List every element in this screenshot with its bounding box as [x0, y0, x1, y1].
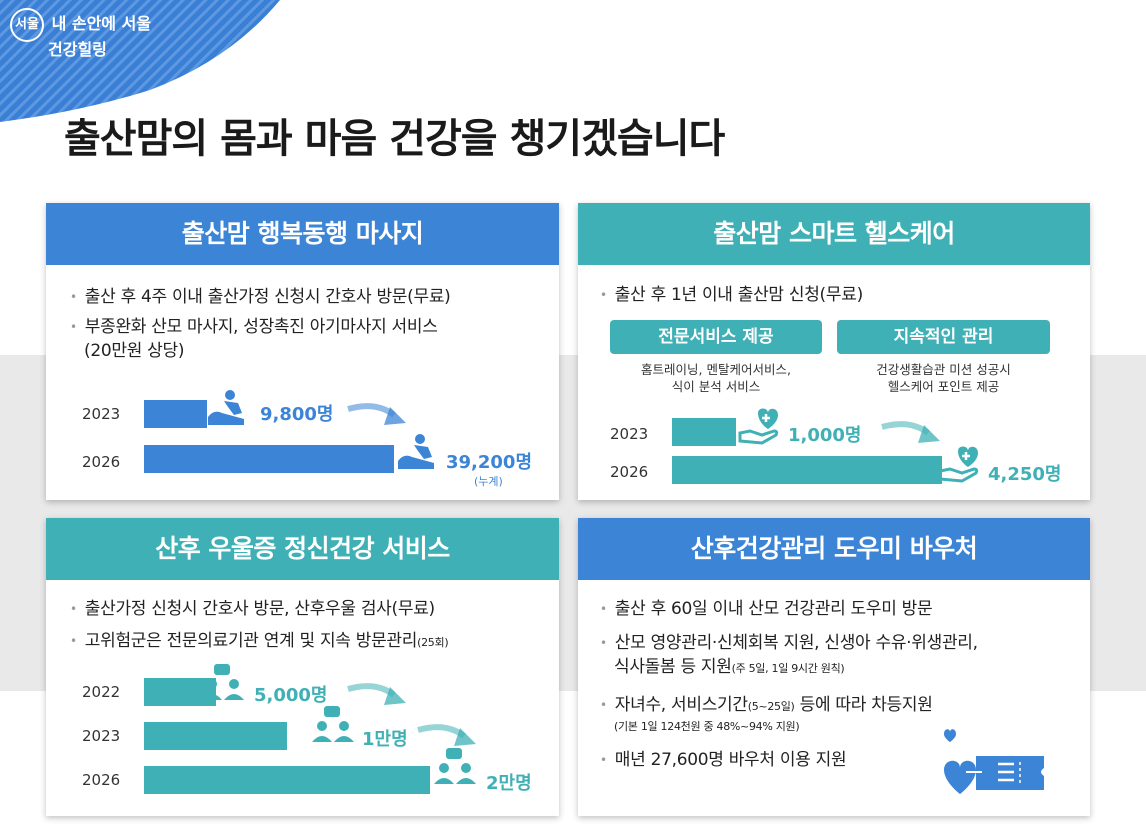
bullet-3-text: 자녀수, 서비스기간: [614, 695, 748, 715]
card-mental-health-bullet-2: 고위험군은 전문의료기관 연계 및 지속 방문관리(25회): [70, 630, 449, 654]
chart-bar-2026: [144, 766, 430, 794]
chart-bar-2022: [144, 678, 216, 706]
year-label: 2026: [610, 463, 649, 481]
year-label: 2022: [82, 683, 121, 701]
cumulative-note: (누계): [474, 475, 503, 488]
voucher-ticket-icon: [944, 729, 1044, 794]
card-mental-health-bullet-1: 출산가정 신청시 간호사 방문, 산후우울 검사(무료): [70, 598, 435, 620]
pill-care-desc-2: 헬스케어 포인트 제공: [887, 379, 1000, 394]
year-label: 2023: [82, 727, 121, 745]
chart-value-2023: 1만명: [362, 729, 408, 750]
card-massage-bullet-1: 출산 후 4주 이내 출산가정 신청시 간호사 방문(무료): [70, 286, 451, 308]
chart-bar-2026: [672, 456, 942, 484]
year-label: 2023: [610, 425, 649, 443]
card-voucher-bullet-2-cont: 식사돌봄 등 지원(주 5일, 1일 9시간 원칙): [600, 656, 845, 680]
year-label: 2026: [82, 453, 121, 471]
card-smart-healthcare-title: 출산맘 스마트 헬스케어: [578, 203, 1090, 265]
card-voucher-bullet-3: 자녀수, 서비스기간(5~25일) 등에 따라 차등지원: [600, 694, 933, 718]
seoul-logo-icon: 서울: [10, 8, 44, 42]
heart-hand-icon: [738, 408, 779, 445]
bullet-2-text: 고위험군은 전문의료기관 연계 및 지속 방문관리: [84, 631, 418, 651]
pill-continuous-care: 지속적인 관리: [837, 320, 1050, 354]
pill-expert-desc-2: 식이 분석 서비스: [671, 379, 761, 394]
card-voucher-title: 산후건강관리 도우미 바우처: [578, 518, 1090, 580]
chart-value-2023: 9,800명: [260, 404, 334, 425]
card-smart-healthcare-bullet: 출산 후 1년 이내 출산맘 신청(무료): [600, 284, 863, 306]
chart-bar-2023: [672, 418, 736, 446]
hours-note: (주 5일, 1일 9시간 원칙): [731, 662, 845, 675]
pill-care-desc-1: 건강생활습관 미션 성공시: [876, 362, 1011, 377]
card-massage-bullet-2: 부종완화 산모 마사지, 성장촉진 아기마사지 서비스: [70, 316, 438, 338]
card-voucher-bullet-4: 매년 27,600명 바우처 이용 지원: [600, 749, 847, 771]
chart-bar-2026: [144, 445, 394, 473]
chart-value-2026: 39,200명: [446, 452, 533, 473]
visit-count-note: (25회): [417, 636, 449, 649]
card-mental-health-title: 산후 우울증 정신건강 서비스: [46, 518, 559, 580]
massage-icon: [398, 434, 434, 469]
card-massage-title: 출산맘 행복동행 마사지: [46, 203, 559, 265]
arrow-icon: [417, 724, 476, 746]
heart-hand-icon: [938, 446, 979, 483]
chart-value-2022: 5,000명: [254, 685, 328, 706]
period-note: (5~25일): [747, 700, 795, 713]
chart-value-2026: 2만명: [486, 773, 532, 794]
support-rate-note: (기본 1일 124천원 중 48%~94% 지원): [614, 720, 800, 733]
arrow-icon: [347, 683, 406, 705]
card-massage: 출산맘 행복동행 마사지 출산 후 4주 이내 출산가정 신청시 간호사 방문(…: [46, 203, 559, 500]
card-voucher-bullet-1: 출산 후 60일 이내 산모 건강관리 도우미 방문: [600, 598, 933, 620]
chart-value-2023: 1,000명: [788, 425, 862, 446]
card-smart-healthcare: 출산맘 스마트 헬스케어 출산 후 1년 이내 출산맘 신청(무료) 전문서비스…: [578, 203, 1090, 500]
arrow-icon: [347, 403, 406, 425]
chart-value-2026: 4,250명: [988, 464, 1062, 485]
massage-icon: [208, 390, 244, 425]
bullet-2-cont-text: 식사돌봄 등 지원: [614, 657, 732, 677]
counselor-icon: [312, 706, 354, 742]
counselor-icon: [434, 748, 476, 784]
card-mental-health: 산후 우울증 정신건강 서비스 출산가정 신청시 간호사 방문, 산후우울 검사…: [46, 518, 559, 816]
page-title: 출산맘의 몸과 마음 건강을 챙기겠습니다: [64, 116, 725, 162]
pill-expert-desc-1: 홈트레이닝, 멘탈케어서비스,: [641, 362, 791, 377]
card-voucher: 산후건강관리 도우미 바우처 출산 후 60일 이내 산모 건강관리 도우미 방…: [578, 518, 1090, 816]
year-label: 2026: [82, 771, 121, 789]
brand-line-2: 건강힐링: [48, 40, 107, 59]
corner-ribbon: [0, 0, 280, 122]
card-massage-bullet-2-cont: (20만원 상당): [84, 341, 185, 361]
year-label: 2023: [82, 405, 121, 423]
brand-line-1: 내 손안에 서울: [51, 14, 152, 33]
card-voucher-bullet-2: 산모 영양관리·신체회복 지원, 신생아 수유·위생관리,: [600, 632, 978, 654]
chart-bar-2023: [144, 400, 207, 428]
brand-logo: 서울 내 손안에 서울 건강힐링: [10, 8, 152, 59]
arrow-icon: [881, 421, 940, 443]
chart-bar-2023: [144, 722, 287, 750]
counselor-icon: [202, 664, 244, 700]
pill-expert-service: 전문서비스 제공: [610, 320, 822, 354]
bullet-3-end: 등에 따라 차등지원: [794, 695, 933, 715]
